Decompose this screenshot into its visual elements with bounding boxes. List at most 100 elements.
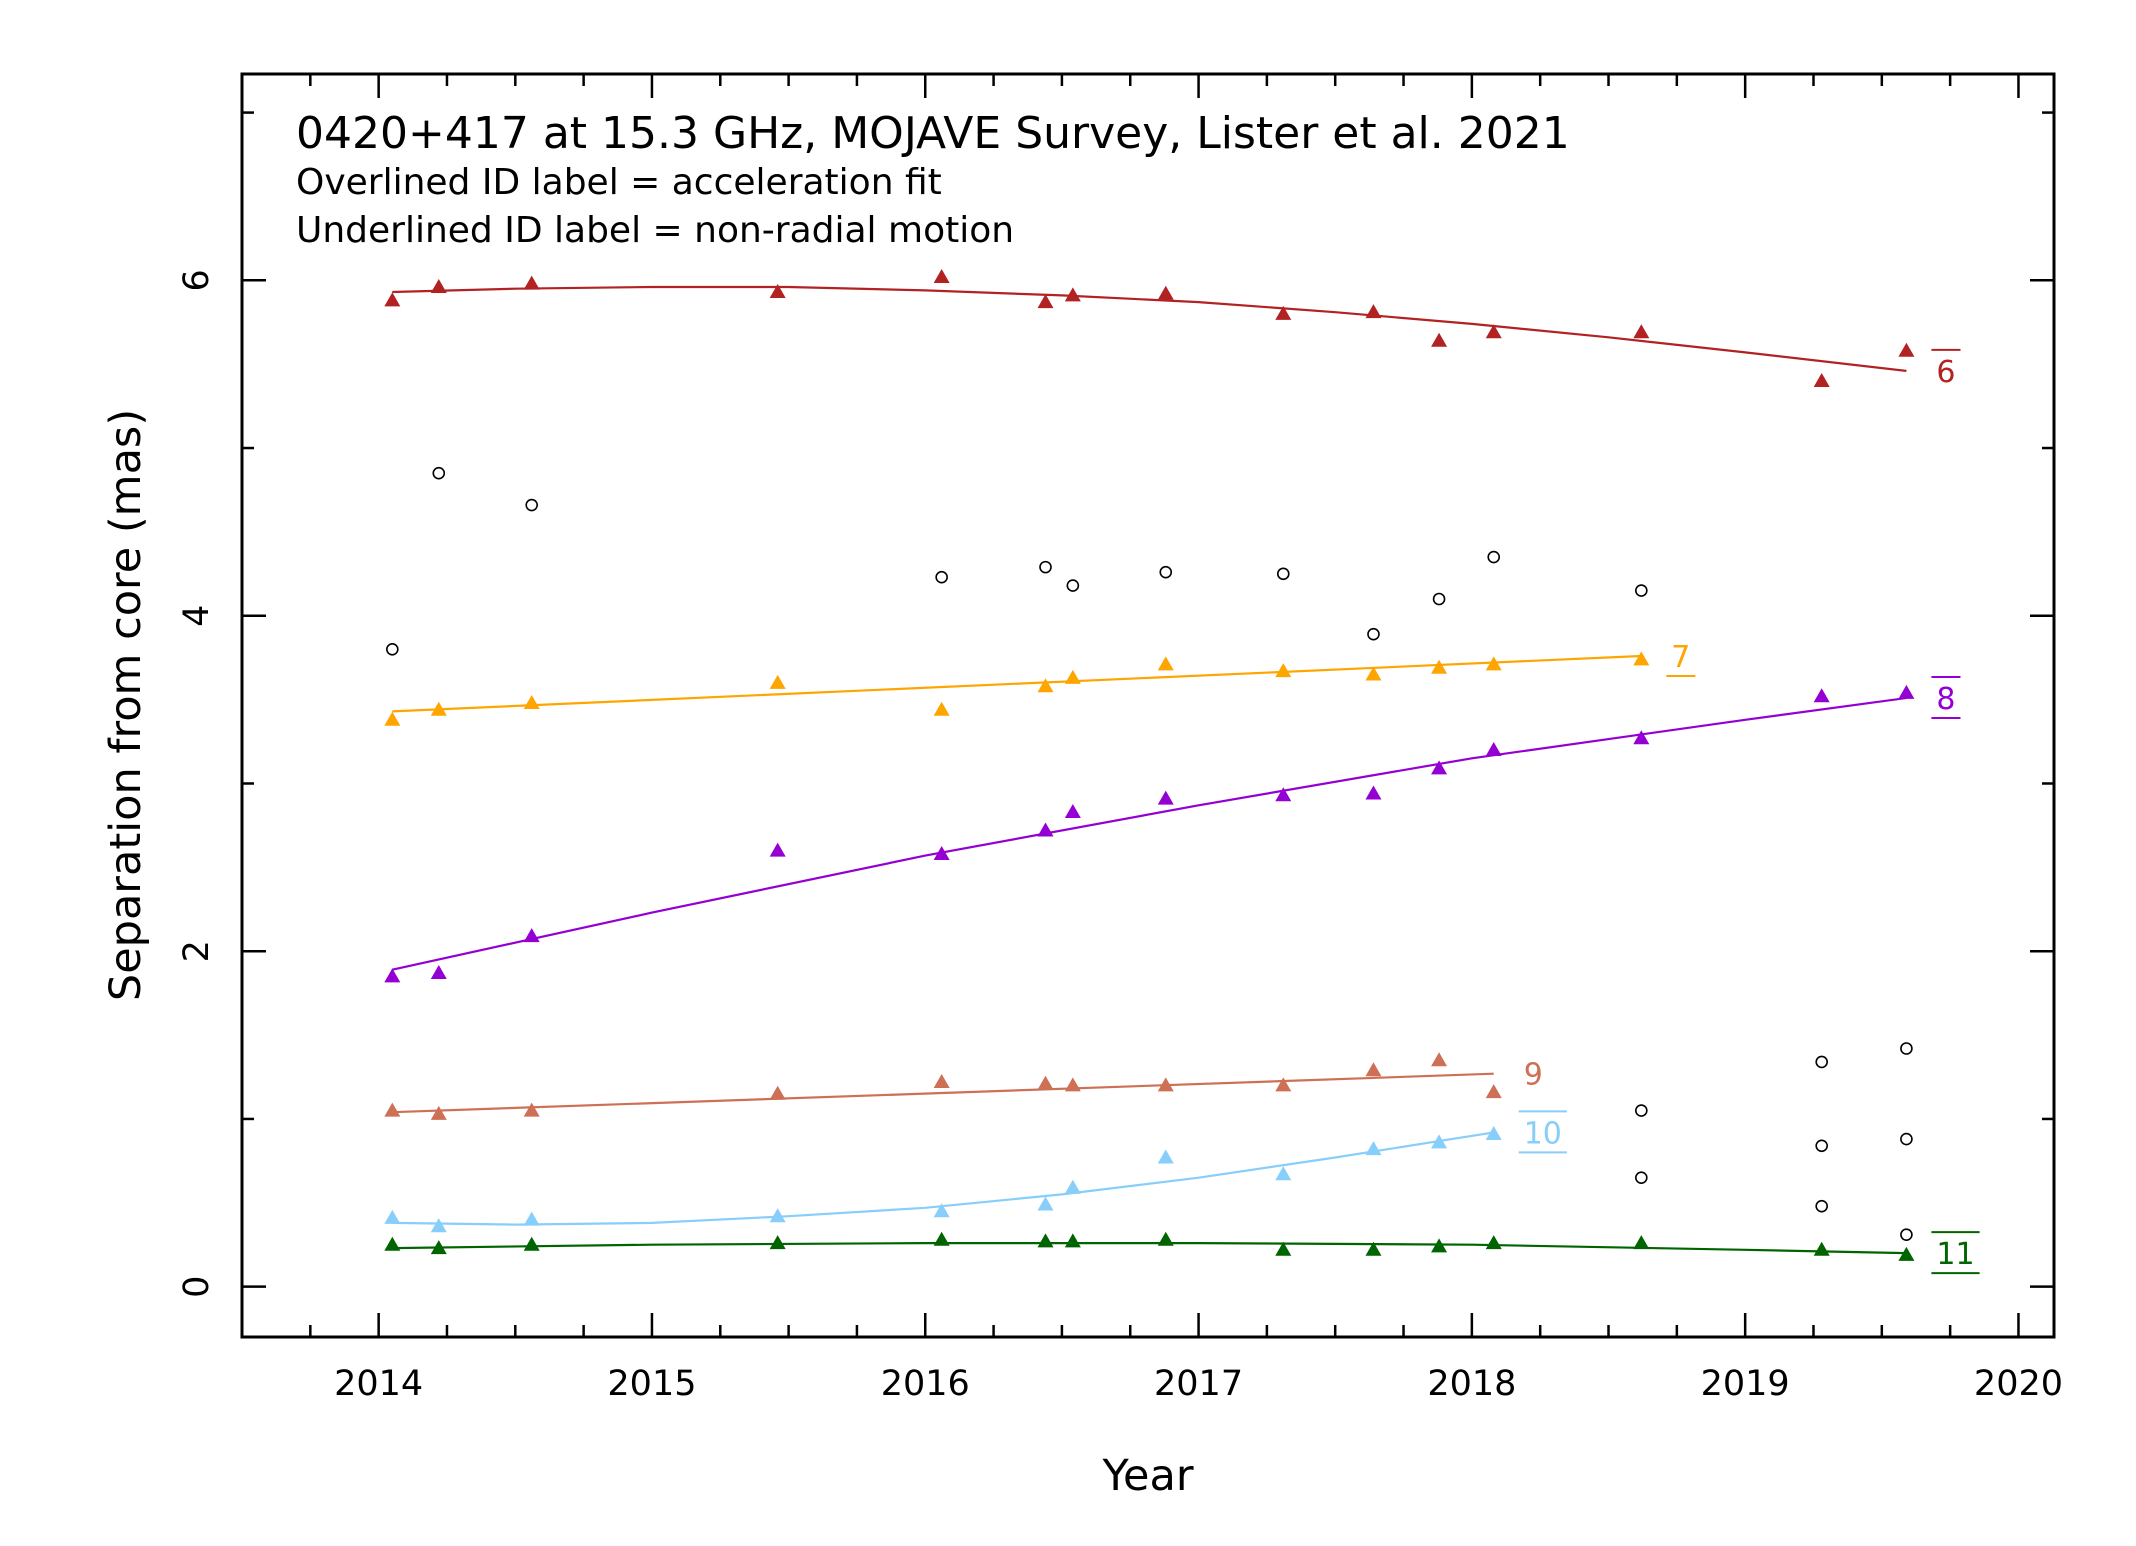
point-8 — [430, 965, 447, 980]
unassociated-point — [1367, 627, 1380, 641]
series-label-9: 9 — [1524, 1058, 1543, 1093]
unassociated-point — [1635, 584, 1648, 597]
point-11 — [933, 1231, 950, 1246]
series-label-8: 8 — [1936, 682, 1955, 717]
fit-line-6 — [392, 285, 1907, 372]
x-tick-label: 2020 — [1974, 1364, 2063, 1404]
point-6 — [384, 292, 401, 307]
point-7 — [1431, 659, 1448, 674]
point-7 — [1365, 666, 1382, 681]
point-8 — [769, 842, 786, 857]
note-underline: Underlined ID label = non-radial motion — [296, 210, 1014, 251]
point-6 — [1633, 324, 1650, 339]
x-tick-label: 2014 — [334, 1364, 423, 1404]
point-7 — [1157, 656, 1174, 671]
point-11 — [1633, 1235, 1650, 1250]
chart-title: 0420+417 at 15.3 GHz, MOJAVE Survey, Lis… — [296, 108, 1570, 159]
unassociated-point — [1635, 1171, 1648, 1184]
point-7 — [1064, 669, 1081, 684]
point-10 — [933, 1203, 950, 1218]
y-tick-label: 0 — [177, 1276, 217, 1298]
point-7 — [1485, 656, 1502, 671]
unassociated-point — [432, 466, 446, 480]
fit-line-7 — [392, 654, 1642, 713]
point-6 — [1157, 285, 1174, 300]
point-8 — [1485, 741, 1502, 756]
point-8 — [1633, 730, 1650, 745]
point-8 — [1431, 760, 1448, 775]
fit-line-10 — [392, 1131, 1494, 1226]
point-8 — [1064, 804, 1081, 819]
point-9 — [1485, 1084, 1502, 1099]
unassociated-point — [1039, 560, 1052, 574]
axis-ticks-layer: 2014 2015 2016 2017 2018 2019 2020 0 2 4 6 — [177, 74, 2063, 1404]
point-7 — [430, 701, 447, 716]
unassociated-point — [1900, 1228, 1913, 1241]
unassociated-point — [1159, 565, 1173, 579]
point-8 — [1037, 822, 1054, 837]
point-8 — [384, 968, 401, 983]
y-axis-label: Separation from core (mas) — [101, 409, 151, 1001]
unassociated-point — [1635, 1104, 1648, 1117]
point-10 — [1365, 1141, 1382, 1156]
y-tick-label: 4 — [177, 605, 217, 627]
series-label-11: 11 — [1936, 1237, 1974, 1272]
unassociated-point — [1815, 1055, 1828, 1069]
data-points-layer — [384, 268, 1915, 1261]
point-10 — [1431, 1134, 1448, 1149]
point-10 — [523, 1211, 540, 1226]
series-labels-layer: 6 7 8 9 10 11 — [1518, 348, 1980, 1275]
point-8 — [933, 845, 950, 860]
unassociated-point — [1066, 579, 1080, 592]
point-10 — [384, 1209, 401, 1224]
fit-line-9 — [392, 1072, 1494, 1114]
point-11 — [1431, 1238, 1448, 1253]
point-6 — [769, 284, 786, 299]
point-7 — [769, 674, 786, 689]
point-8 — [1365, 785, 1382, 800]
series-label-7: 7 — [1671, 640, 1690, 675]
point-11 — [1037, 1233, 1054, 1248]
point-7 — [1037, 678, 1054, 693]
point-11 — [523, 1236, 540, 1251]
point-7 — [933, 701, 950, 716]
unassociated-point — [1276, 567, 1290, 581]
fit-line-11 — [392, 1242, 1907, 1255]
unassociated-point — [1487, 550, 1501, 564]
point-9 — [384, 1102, 401, 1117]
unassociated-point — [1900, 1042, 1913, 1055]
point-7 — [1633, 651, 1650, 666]
point-6 — [1485, 324, 1502, 339]
point-8 — [1275, 787, 1292, 802]
series-label-6: 6 — [1936, 355, 1955, 390]
x-tick-label: 2017 — [1154, 1364, 1243, 1404]
point-10 — [1485, 1126, 1502, 1141]
point-9 — [1157, 1077, 1174, 1092]
fit-line-8 — [392, 696, 1907, 971]
point-11 — [384, 1236, 401, 1251]
point-11 — [430, 1240, 447, 1255]
point-6 — [1365, 304, 1382, 319]
y-tick-label: 2 — [177, 940, 217, 962]
point-10 — [1064, 1179, 1081, 1194]
point-8 — [1898, 684, 1915, 699]
unassociated-point — [1432, 592, 1446, 606]
point-9 — [523, 1102, 540, 1117]
unassociated-point — [935, 570, 948, 584]
point-11 — [1365, 1241, 1382, 1256]
point-9 — [769, 1085, 786, 1100]
point-8 — [523, 928, 540, 943]
point-10 — [1037, 1196, 1054, 1211]
series-label-10: 10 — [1524, 1116, 1562, 1151]
point-8 — [1157, 790, 1174, 805]
x-tick-label: 2019 — [1701, 1364, 1790, 1404]
point-9 — [1064, 1077, 1081, 1092]
point-11 — [1898, 1246, 1915, 1261]
point-6 — [1064, 287, 1081, 302]
point-6 — [523, 275, 540, 290]
point-6 — [1431, 332, 1448, 347]
point-9 — [1275, 1077, 1292, 1092]
point-10 — [1275, 1166, 1292, 1181]
unassociated-point — [1815, 1199, 1828, 1213]
